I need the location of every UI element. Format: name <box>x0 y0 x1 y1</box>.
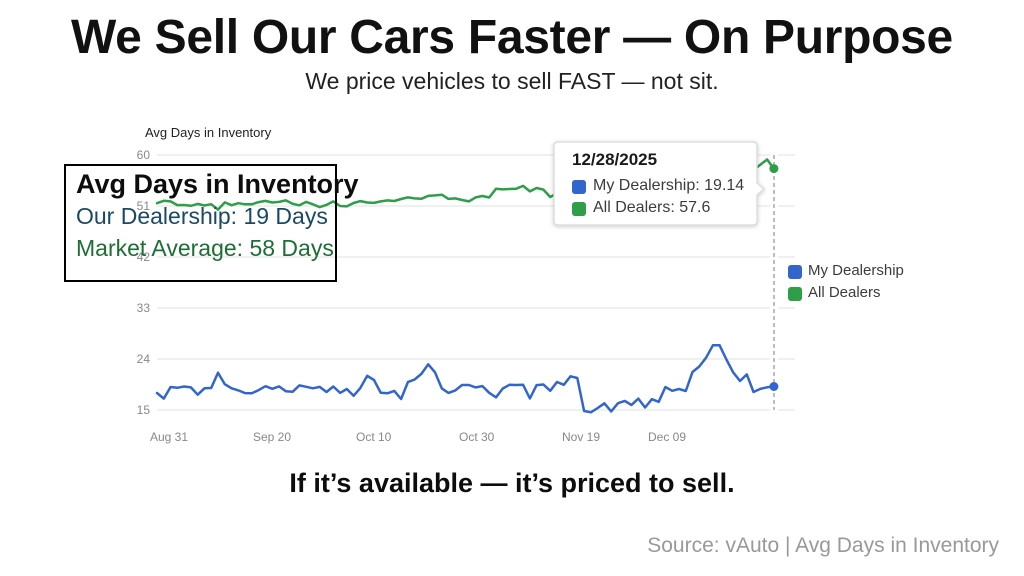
svg-text:15: 15 <box>137 403 151 417</box>
svg-text:Sep 20: Sep 20 <box>253 430 291 444</box>
svg-text:24: 24 <box>137 352 151 366</box>
svg-text:Aug 31: Aug 31 <box>150 430 188 444</box>
svg-text:Dec 09: Dec 09 <box>648 430 686 444</box>
svg-text:Oct 30: Oct 30 <box>459 430 495 444</box>
svg-text:Oct 10: Oct 10 <box>356 430 392 444</box>
svg-text:60: 60 <box>137 148 151 162</box>
svg-text:Nov 19: Nov 19 <box>562 430 600 444</box>
svg-text:33: 33 <box>137 301 151 315</box>
